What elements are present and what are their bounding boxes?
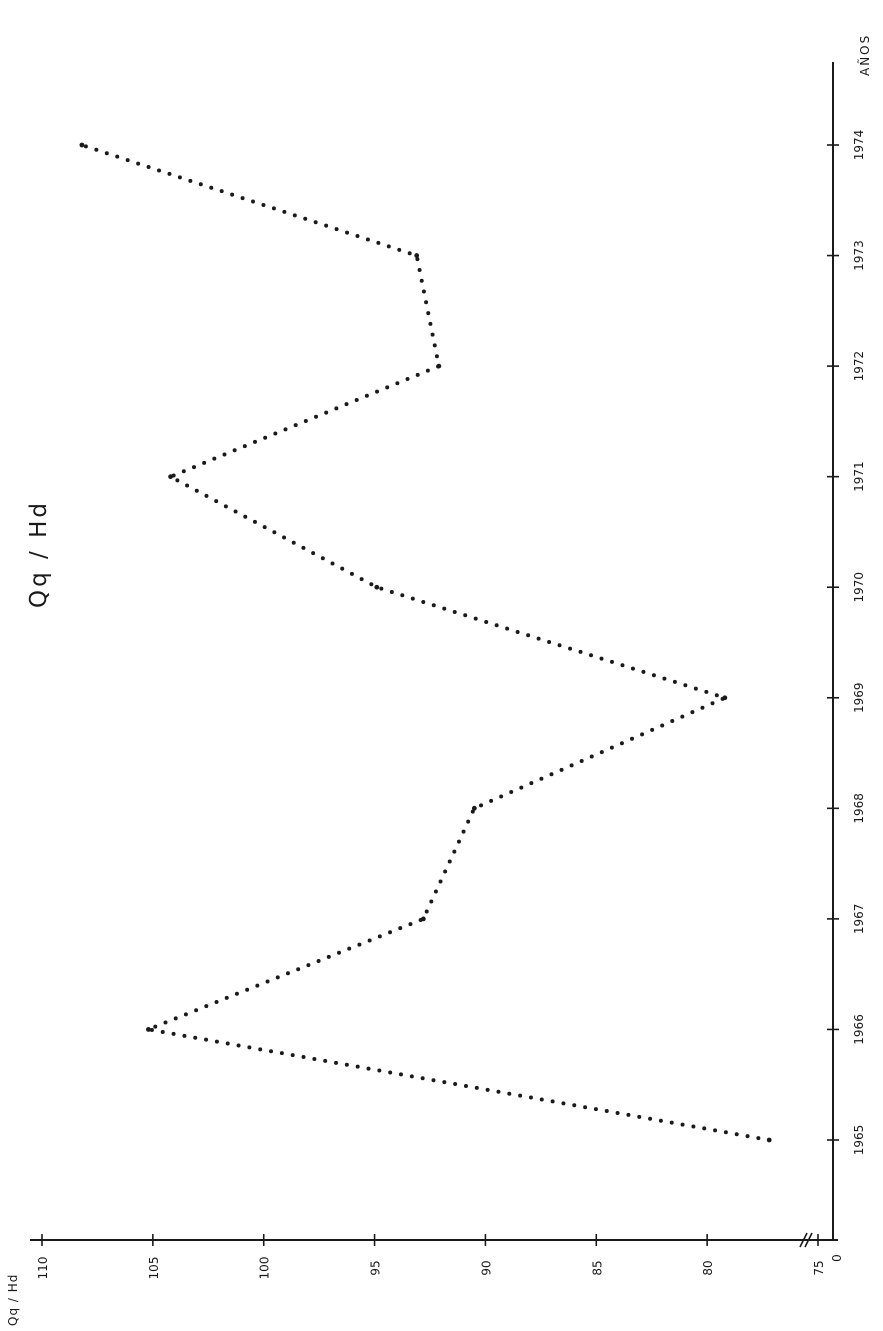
x-axis-label: AÑOS <box>858 33 872 76</box>
x-tick-label: 1972 <box>852 351 866 382</box>
y-tick-label: 75 <box>812 1260 826 1275</box>
x-tick-label: 1966 <box>852 1014 866 1045</box>
x-tick-label: 1969 <box>852 683 866 714</box>
y-axis-label: Qq / Hd <box>6 1273 20 1326</box>
y-tick-label: 105 <box>147 1257 161 1280</box>
x-tick-label: 1974 <box>852 130 866 161</box>
axes <box>30 62 838 1248</box>
data-point <box>766 1137 772 1143</box>
x-tick-label: 1970 <box>852 572 866 603</box>
y-tick-label: 100 <box>258 1257 272 1280</box>
x-tick-label: 1968 <box>852 793 866 824</box>
y-tick-label: 110 <box>36 1257 50 1280</box>
data-point <box>414 253 420 258</box>
series-line <box>79 143 772 1142</box>
x-tick-label: 1967 <box>852 904 866 935</box>
data-series <box>79 142 772 1143</box>
data-point <box>374 584 380 590</box>
axis-break-mark <box>799 1232 808 1248</box>
data-point <box>722 695 728 701</box>
data-point <box>420 916 426 922</box>
x-tick-label: 1965 <box>852 1125 866 1156</box>
y-tick-label: 85 <box>590 1260 604 1275</box>
x-tick-label: 1971 <box>852 461 866 492</box>
data-point <box>79 142 85 148</box>
y-tick-label: 95 <box>369 1260 383 1275</box>
data-point <box>471 805 477 811</box>
axis-break-mark <box>804 1232 813 1248</box>
data-point <box>168 474 173 480</box>
tick-marks: 0 75 80 85 90 95 100 105 110 1965 1966 1967 1968 1969… <box>36 130 866 1280</box>
data-point <box>436 363 442 369</box>
origin-label: 0 <box>830 1254 844 1262</box>
x-tick-label: 1973 <box>852 240 866 271</box>
y-tick-label: 90 <box>479 1260 493 1275</box>
chart-title: Qq / Hd <box>26 500 52 608</box>
y-tick-label: 80 <box>701 1260 715 1275</box>
data-point <box>146 1027 151 1032</box>
